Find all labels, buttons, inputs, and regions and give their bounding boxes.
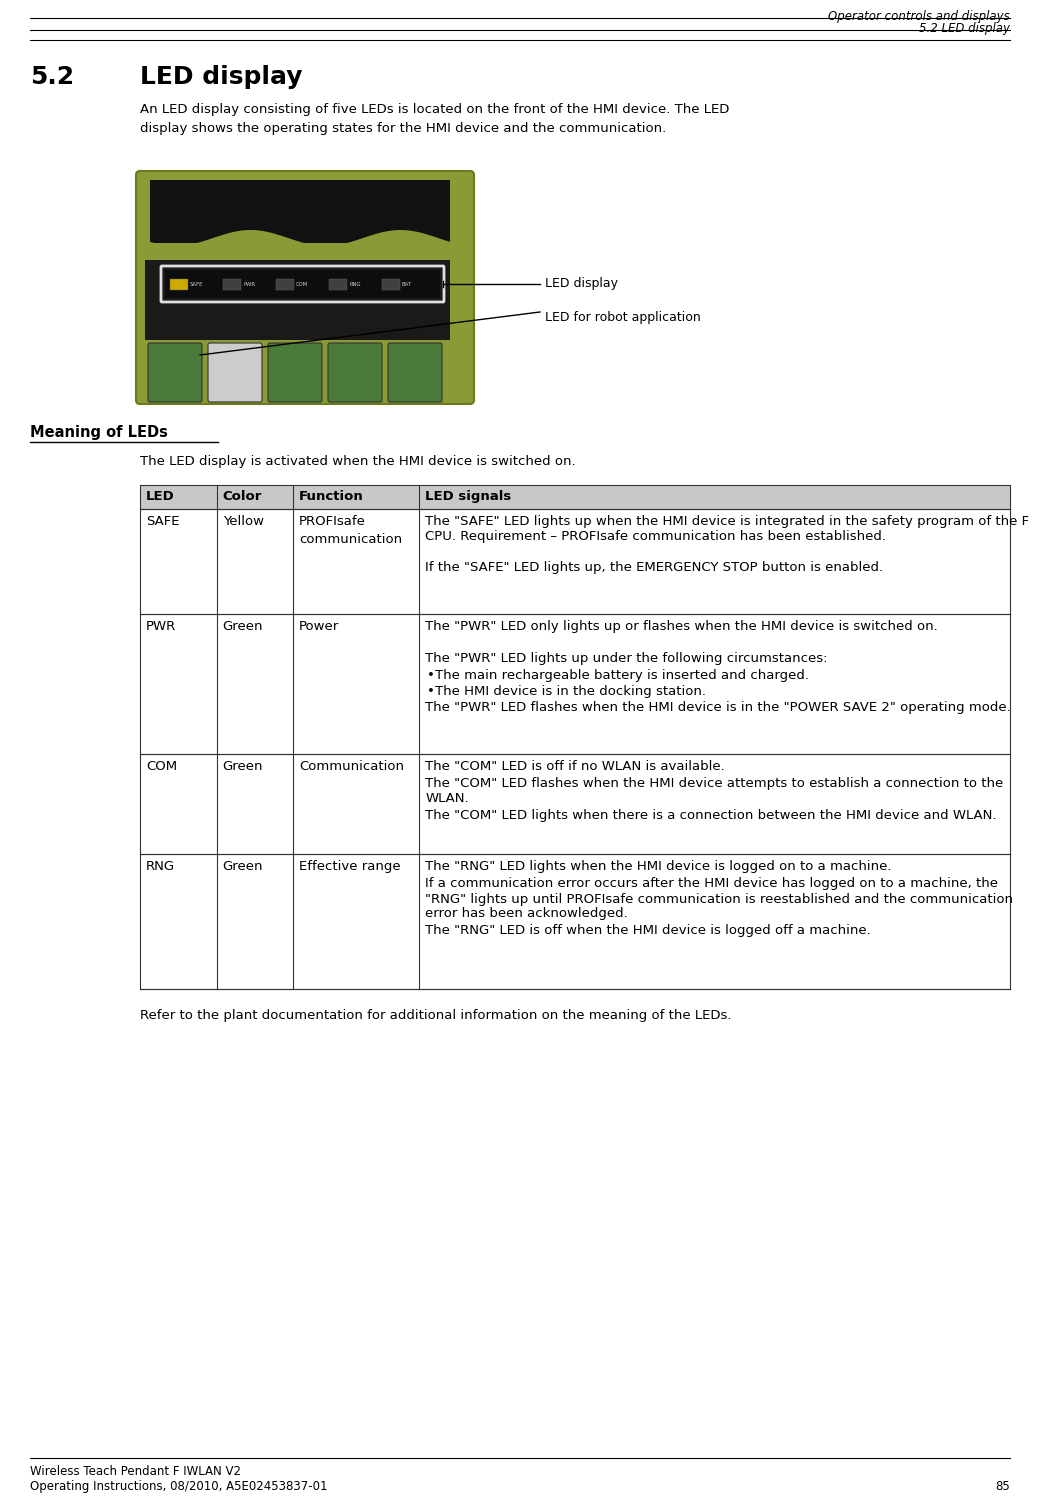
Text: 5.2 LED display: 5.2 LED display [919, 23, 1010, 35]
Text: Function: Function [300, 490, 364, 502]
Text: The HMI device is in the docking station.: The HMI device is in the docking station… [436, 685, 706, 699]
Text: •: • [427, 670, 435, 682]
FancyBboxPatch shape [388, 343, 442, 401]
Text: Green: Green [223, 761, 263, 773]
Text: The "RNG" LED is off when the HMI device is logged off a machine.: The "RNG" LED is off when the HMI device… [425, 924, 872, 937]
FancyBboxPatch shape [268, 343, 322, 401]
Text: COM: COM [146, 761, 177, 773]
Bar [165, 270, 440, 297]
Text: The LED display is activated when the HMI device is switched on.: The LED display is activated when the HM… [140, 456, 575, 468]
Polygon shape [150, 180, 450, 246]
Text: BAT: BAT [402, 282, 412, 288]
Text: SAFE: SAFE [146, 515, 180, 528]
Bar [170, 279, 188, 290]
Text: The "SAFE" LED lights up when the HMI device is integrated in the safety program: The "SAFE" LED lights up when the HMI de… [425, 515, 1030, 543]
FancyBboxPatch shape [328, 343, 382, 401]
Bar [140, 854, 1010, 988]
Text: Wireless Teach Pendant F IWLAN V2: Wireless Teach Pendant F IWLAN V2 [30, 1465, 241, 1477]
Text: RNG: RNG [146, 860, 175, 874]
Bar [140, 484, 1010, 509]
Text: Operating Instructions, 08/2010, A5E02453837-01: Operating Instructions, 08/2010, A5E0245… [30, 1480, 328, 1492]
Text: Communication: Communication [300, 761, 405, 773]
Text: PWR: PWR [146, 620, 176, 632]
Text: •: • [427, 685, 435, 699]
Text: Yellow: Yellow [223, 515, 263, 528]
Text: If a communication error occurs after the HMI device has logged on to a machine,: If a communication error occurs after th… [425, 878, 1013, 920]
Text: Meaning of LEDs: Meaning of LEDs [30, 426, 167, 441]
Bar [276, 279, 294, 290]
Text: LED signals: LED signals [425, 490, 512, 502]
Text: Green: Green [223, 860, 263, 874]
Bar [382, 279, 400, 290]
Bar [329, 279, 347, 290]
Text: The "PWR" LED lights up under the following circumstances:: The "PWR" LED lights up under the follow… [425, 652, 828, 665]
Text: Effective range: Effective range [300, 860, 400, 874]
Text: The "PWR" LED only lights up or flashes when the HMI device is switched on.: The "PWR" LED only lights up or flashes … [425, 620, 938, 632]
Text: The main rechargeable battery is inserted and charged.: The main rechargeable battery is inserte… [436, 670, 809, 682]
Text: The "RNG" LED lights when the HMI device is logged on to a machine.: The "RNG" LED lights when the HMI device… [425, 860, 891, 874]
Bar [145, 243, 450, 260]
Text: LED display: LED display [545, 278, 618, 291]
Text: Operator controls and displays: Operator controls and displays [828, 11, 1010, 23]
Text: LED display: LED display [140, 65, 303, 89]
Bar [140, 509, 1010, 614]
Text: 5.2: 5.2 [30, 65, 74, 89]
Text: SAFE: SAFE [190, 282, 204, 288]
Bar [223, 279, 241, 290]
Bar [140, 614, 1010, 754]
Text: The "COM" LED lights when there is a connection between the HMI device and WLAN.: The "COM" LED lights when there is a con… [425, 809, 996, 822]
Text: The "PWR" LED flashes when the HMI device is in the "POWER SAVE 2" operating mod: The "PWR" LED flashes when the HMI devic… [425, 700, 1011, 714]
Text: An LED display consisting of five LEDs is located on the front of the HMI device: An LED display consisting of five LEDs i… [140, 103, 729, 134]
Text: Green: Green [223, 620, 263, 632]
Text: LED: LED [146, 490, 175, 502]
Text: If the "SAFE" LED lights up, the EMERGENCY STOP button is enabled.: If the "SAFE" LED lights up, the EMERGEN… [425, 561, 883, 575]
Text: LED for robot application: LED for robot application [545, 311, 701, 323]
Text: RNG: RNG [349, 282, 361, 288]
Text: PWR: PWR [243, 282, 255, 288]
FancyBboxPatch shape [136, 171, 474, 404]
Text: 85: 85 [995, 1480, 1010, 1492]
Text: Power: Power [300, 620, 339, 632]
Bar [145, 260, 450, 340]
Text: PROFIsafe
communication: PROFIsafe communication [300, 515, 402, 546]
FancyBboxPatch shape [148, 343, 202, 401]
Text: Refer to the plant documentation for additional information on the meaning of th: Refer to the plant documentation for add… [140, 1010, 731, 1022]
Text: COM: COM [296, 282, 308, 288]
Text: The "COM" LED is off if no WLAN is available.: The "COM" LED is off if no WLAN is avail… [425, 761, 725, 773]
FancyBboxPatch shape [208, 343, 262, 401]
Text: The "COM" LED flashes when the HMI device attempts to establish a connection to : The "COM" LED flashes when the HMI devic… [425, 777, 1004, 806]
Bar [140, 754, 1010, 854]
Text: Color: Color [223, 490, 262, 502]
